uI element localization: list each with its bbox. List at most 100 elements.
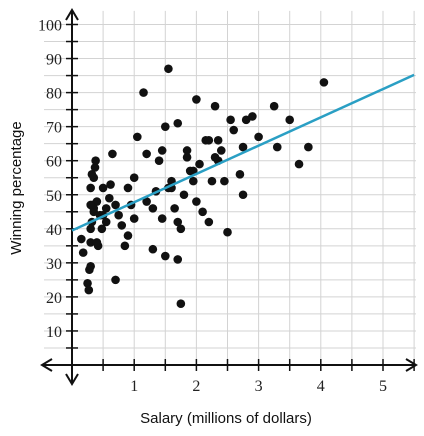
data-point [269, 101, 279, 111]
data-point [148, 244, 158, 254]
x-tick-label: 3 [255, 378, 263, 395]
data-point [84, 285, 94, 295]
data-point [229, 125, 239, 135]
axes [40, 8, 418, 386]
data-point [86, 238, 95, 247]
data-point [204, 217, 214, 227]
data-point [207, 176, 217, 186]
data-point [86, 224, 95, 234]
data-point [238, 142, 248, 152]
data-point [294, 159, 304, 169]
y-tick-label: 50 [46, 188, 62, 205]
data-point [179, 190, 189, 200]
y-tick-label: 100 [38, 18, 62, 35]
data-point [216, 146, 226, 155]
data-point [92, 238, 102, 247]
data-point [142, 197, 151, 206]
data-point [148, 204, 158, 213]
data-point [223, 227, 232, 237]
data-point [86, 183, 95, 193]
y-tick-label: 10 [46, 324, 62, 341]
data-point [105, 193, 114, 203]
data-point [129, 214, 139, 223]
data-point [254, 132, 263, 142]
data-point [108, 149, 117, 159]
data-point [210, 152, 220, 162]
trend-line [71, 73, 415, 232]
data-point [157, 214, 167, 223]
data-point [235, 170, 245, 179]
x-tick-labels: 1 2 3 4 5 [130, 378, 387, 395]
y-axis-arrow-top [65, 8, 79, 21]
data-point [117, 221, 127, 230]
y-tick-label: 60 [46, 154, 62, 171]
data-point [173, 217, 183, 227]
data-point [176, 299, 186, 309]
data-point [78, 248, 88, 257]
y-tick-label: 30 [46, 256, 62, 273]
data-point [98, 183, 108, 193]
data-point [210, 101, 220, 111]
data-point [220, 176, 229, 186]
data-point [86, 200, 95, 210]
grid-lines [44, 10, 416, 365]
x-tick-label: 5 [379, 378, 387, 395]
data-point [90, 163, 100, 172]
data-point [83, 278, 92, 288]
y-tick-label: 80 [46, 86, 62, 103]
data-point [154, 156, 164, 165]
data-point [304, 142, 313, 152]
data-point [123, 183, 133, 193]
data-point [226, 115, 235, 125]
x-axis-arrow-left [40, 358, 53, 372]
data-point [133, 132, 142, 142]
data-point [114, 210, 123, 220]
data-point [101, 204, 111, 213]
tick-marks [66, 23, 415, 371]
data-point [129, 173, 139, 183]
data-point [91, 156, 100, 165]
x-tick-label: 4 [317, 378, 325, 395]
data-point [142, 149, 151, 159]
data-point [161, 122, 170, 131]
data-point [86, 261, 95, 271]
data-point [188, 176, 198, 186]
data-points [77, 64, 329, 309]
data-point [173, 255, 183, 264]
x-tick-label: 1 [130, 378, 138, 395]
data-point [173, 118, 183, 128]
x-axis-label: Salary (millions of dollars) [140, 410, 312, 427]
data-point [87, 170, 97, 179]
y-axis-label: Winning percentage [8, 121, 25, 254]
y-tick-label: 20 [46, 290, 62, 307]
data-point [161, 251, 170, 261]
data-point [176, 224, 186, 234]
data-point [192, 95, 201, 104]
data-point [111, 275, 120, 285]
data-point [170, 204, 179, 213]
y-axis-arrow-bottom [65, 373, 79, 386]
data-point [285, 115, 295, 125]
data-point [248, 112, 257, 121]
x-tick-label: 2 [192, 378, 200, 395]
data-point [77, 234, 86, 244]
data-point [106, 180, 115, 189]
data-point [101, 217, 111, 227]
data-point [192, 197, 201, 206]
y-tick-labels: 10 20 30 40 50 60 70 80 90 100 [38, 18, 62, 341]
data-point [272, 142, 282, 152]
x-axis-arrow-right [405, 358, 418, 372]
y-tick-label: 40 [46, 222, 62, 239]
data-point [182, 146, 192, 155]
y-tick-label: 90 [46, 52, 62, 69]
data-point [120, 241, 130, 251]
data-point [195, 159, 204, 169]
data-point [182, 152, 192, 162]
data-point [157, 146, 167, 155]
data-point [123, 231, 133, 240]
data-point [204, 135, 214, 145]
data-point [164, 64, 173, 74]
y-tick-label: 70 [46, 120, 62, 137]
data-point [97, 224, 107, 234]
